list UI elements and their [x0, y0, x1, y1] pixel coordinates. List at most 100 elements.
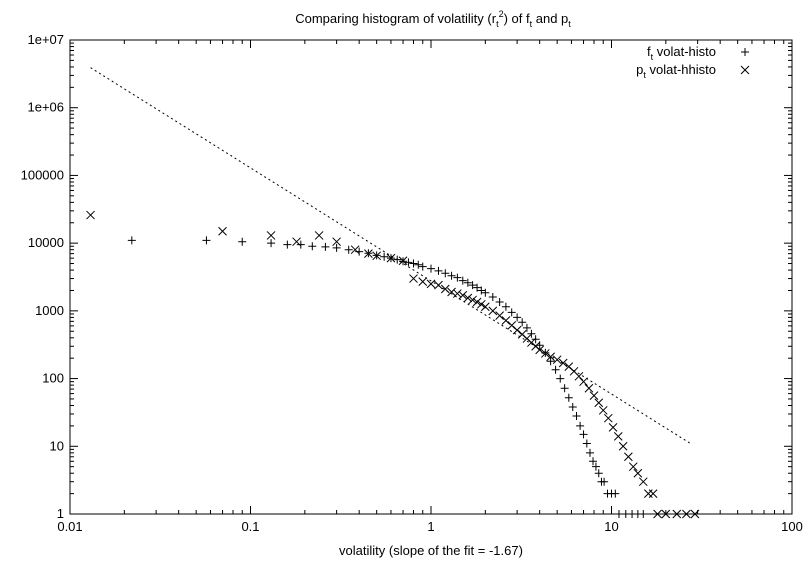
p-data-point: [672, 509, 682, 519]
p-data-point: [409, 274, 418, 283]
f-data-point: [283, 240, 292, 249]
p-data-point: [372, 251, 382, 261]
f-data-point: [332, 243, 341, 252]
p-data-point: [463, 293, 473, 303]
p-data-point: [292, 237, 301, 247]
f-data-point: [507, 308, 516, 317]
p-data-point: [440, 284, 450, 294]
p-data-point: [638, 477, 648, 487]
p-data-point: [690, 509, 700, 519]
legend-marker-plus: [741, 48, 749, 56]
p-data-point: [447, 287, 456, 297]
y-tick-label: 1e+06: [27, 100, 64, 115]
p-data-point: [661, 509, 671, 519]
f-data-point: [591, 462, 600, 471]
f-data-point: [531, 335, 540, 344]
f-data-point: [404, 258, 413, 267]
f-data-point: [308, 242, 317, 251]
f-data-point: [614, 510, 623, 518]
p-data-point: [598, 405, 608, 415]
p-data-point: [584, 383, 594, 393]
x-tick-label: 0.01: [57, 519, 82, 534]
y-tick-label: 1000: [35, 303, 64, 318]
f-data-point: [568, 403, 577, 412]
p-data-point: [472, 297, 482, 307]
legend-marker-x: [740, 65, 750, 75]
legend-label-p: pt volat-hhisto: [636, 62, 716, 80]
f-data-point: [527, 329, 536, 338]
y-tick-label: 10000: [28, 235, 64, 250]
p-data-point: [86, 210, 95, 220]
p-data-point: [480, 302, 490, 312]
f-data-point: [611, 489, 620, 498]
f-data-point: [600, 477, 609, 486]
f-data-point: [127, 236, 136, 245]
x-tick-label: 1: [427, 519, 434, 534]
f-data-point: [380, 252, 389, 261]
f-data-point: [321, 242, 330, 251]
p-data-point: [613, 432, 623, 441]
p-data-point: [540, 349, 550, 358]
f-data-point: [488, 293, 497, 302]
f-data-point: [453, 273, 462, 282]
f-data-point: [556, 374, 565, 383]
f-data-point: [564, 393, 573, 402]
f-data-point: [589, 457, 598, 466]
legend-x-mark: [740, 65, 750, 75]
p-data-point: [218, 226, 227, 236]
f-data-point: [441, 269, 450, 278]
p-data-point: [633, 468, 643, 478]
f-data-point: [513, 313, 522, 322]
f-data-point: [501, 302, 510, 311]
p-data-point: [434, 280, 443, 290]
p-data-point: [488, 306, 498, 316]
f-data-point: [518, 318, 527, 327]
f-data-point: [344, 245, 353, 254]
p-data-point: [535, 345, 545, 355]
p-data-point: [682, 509, 691, 519]
y-tick-label: 1: [57, 506, 64, 521]
f-data-point: [582, 439, 591, 448]
p-data-point: [426, 279, 436, 289]
p-data-point: [418, 277, 428, 287]
x-tick-label: 100: [781, 519, 803, 534]
f-data-point: [418, 262, 427, 271]
f-data-point: [202, 236, 211, 245]
p-data-point: [398, 256, 408, 266]
f-data-point: [522, 323, 531, 332]
f-data-point: [393, 255, 402, 264]
f-data-point: [463, 278, 472, 287]
p-data-point: [314, 231, 324, 240]
p-data-point: [507, 321, 517, 330]
f-data-point: [560, 384, 569, 393]
f-data-point: [576, 421, 585, 430]
p-data-point: [453, 289, 462, 298]
f-data-point: [579, 430, 588, 439]
y-tick-label: 100: [42, 371, 64, 386]
p-data-point: [512, 325, 522, 335]
y-tick-label: 10: [50, 438, 64, 453]
p-data-point: [643, 489, 653, 498]
p-data-point: [653, 509, 662, 519]
f-data-point: [238, 237, 247, 246]
p-data-point: [608, 423, 618, 432]
p-data-point: [386, 253, 396, 263]
f-data-point: [409, 259, 418, 268]
f-data-point: [267, 239, 276, 248]
legend-plus-mark: [741, 48, 749, 56]
f-data-point: [585, 448, 594, 457]
p-data-point: [332, 237, 341, 247]
f-data-point: [546, 357, 555, 366]
p-data-point: [364, 249, 373, 258]
f-data-point: [468, 281, 477, 290]
y-tick-label: 1e+07: [27, 32, 64, 47]
f-data-point: [458, 276, 467, 285]
p-data-point: [574, 371, 584, 381]
p-data-point: [594, 398, 604, 408]
p-data-point: [501, 316, 511, 325]
f-data-point: [427, 264, 435, 273]
p-data-point: [350, 245, 360, 255]
f-data-point: [572, 412, 581, 421]
f-data-point: [481, 288, 490, 297]
y-tick-label: 100000: [21, 167, 64, 182]
